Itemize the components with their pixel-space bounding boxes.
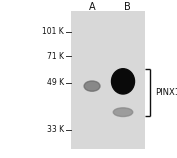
Text: 101 K: 101 K	[42, 27, 64, 36]
Text: 33 K: 33 K	[47, 125, 64, 134]
Text: 71 K: 71 K	[47, 52, 64, 61]
Ellipse shape	[84, 81, 100, 91]
Text: B: B	[124, 2, 131, 12]
Ellipse shape	[112, 69, 135, 94]
Bar	[71, 11, 145, 149]
Text: 49 K: 49 K	[47, 79, 64, 87]
Ellipse shape	[113, 108, 133, 117]
Text: A: A	[89, 2, 95, 12]
Text: PINX1: PINX1	[155, 88, 177, 97]
